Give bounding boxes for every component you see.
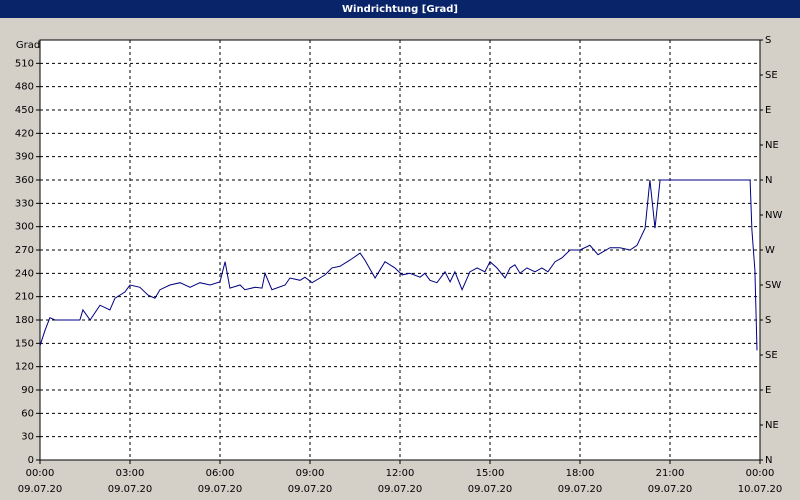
x-tick-date: 09.07.20 [108,484,153,495]
x-tick-date: 09.07.20 [288,484,333,495]
x-tick-label: 15:00 [476,468,505,479]
x-tick-label: 12:00 [386,468,415,479]
y-tick-label: 390 [15,152,34,163]
y-tick-label: 360 [15,175,34,186]
y2-tick-label: S [765,315,771,326]
x-tick-label: 06:00 [206,468,235,479]
x-tick-label: 00:00 [26,468,55,479]
data-line [39,179,758,351]
y2-tick-label: NW [765,210,782,221]
x-tick-date: 09.07.20 [378,484,423,495]
y2-tick-label: SE [765,70,778,81]
y2-tick-label: W [765,245,775,256]
x-tick-label: 00:00 [746,468,775,479]
x-tick-label: 21:00 [656,468,685,479]
y-tick-label: 450 [15,105,34,116]
x-tick-label: 03:00 [116,468,145,479]
y-tick-label: 510 [15,58,34,69]
y2-tick-label: S [765,35,771,46]
y-axis-label: Grad [16,40,40,51]
x-tick-date: 09.07.20 [648,484,693,495]
y-tick-label: 0 [28,455,34,466]
y-tick-label: 240 [15,268,34,279]
y-tick-label: 30 [21,432,34,443]
x-tick-date: 09.07.20 [558,484,603,495]
y-tick-label: 120 [15,362,34,373]
y2-tick-label: SE [765,350,778,361]
x-tick-date: 10.07.20 [738,484,783,495]
y-tick-label: 210 [15,292,34,303]
y-tick-label: 180 [15,315,34,326]
title-bar [0,0,800,18]
y-tick-label: 300 [15,222,34,233]
y2-tick-label: NE [765,420,779,431]
y-tick-label: 150 [15,338,34,349]
y2-tick-label: SW [765,280,781,291]
y-tick-label: 90 [21,385,34,396]
y-tick-label: 420 [15,128,34,139]
x-tick-label: 18:00 [566,468,595,479]
x-tick-date: 09.07.20 [198,484,243,495]
chart-title: Windrichtung [Grad] [342,4,458,15]
y-tick-label: 60 [21,408,34,419]
y-tick-label: 330 [15,198,34,209]
y2-tick-label: E [765,385,771,396]
y2-tick-label: E [765,105,771,116]
y2-tick-label: N [765,455,772,466]
y-tick-label: 480 [15,82,34,93]
y2-tick-label: N [765,175,772,186]
x-tick-date: 09.07.20 [468,484,513,495]
y-tick-label: 270 [15,245,34,256]
y2-tick-label: NE [765,140,779,151]
x-tick-date: 09.07.20 [18,484,63,495]
x-tick-label: 09:00 [296,468,325,479]
